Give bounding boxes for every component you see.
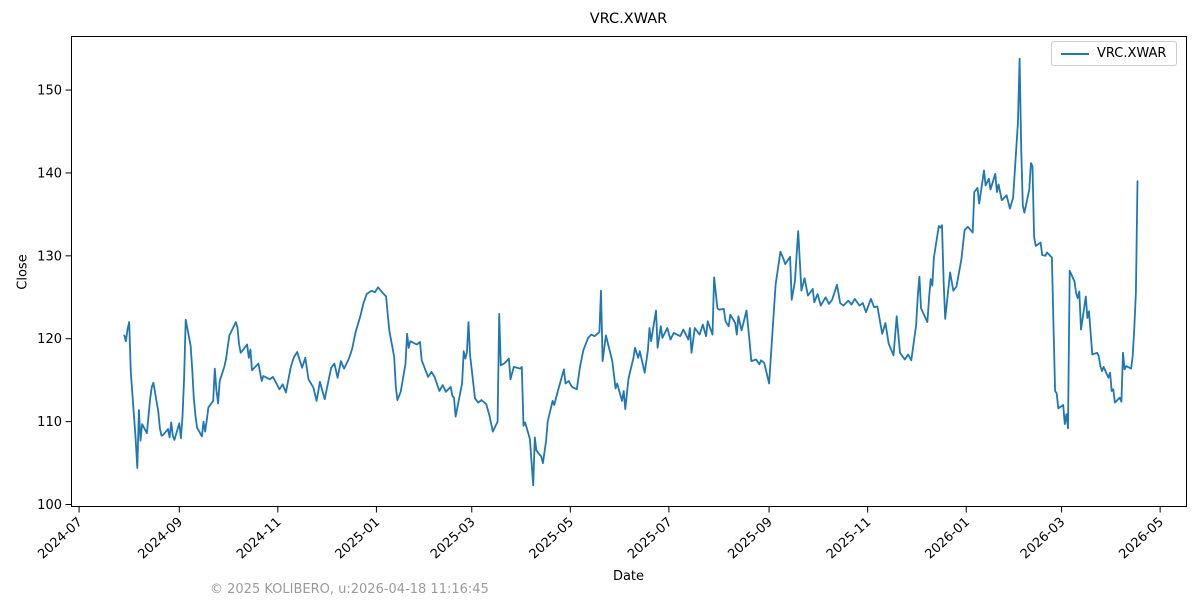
legend: VRC.XWAR <box>1051 41 1178 66</box>
x-tick-label: 2025-03 <box>428 515 478 562</box>
y-axis-label: Close <box>15 254 31 290</box>
legend-line-swatch <box>1061 52 1089 55</box>
y-tick-label: 140 <box>37 166 62 181</box>
x-tick-label: 2024-07 <box>35 515 85 562</box>
plot-area <box>71 36 1187 507</box>
x-tick-label: 2026-01 <box>922 515 972 562</box>
x-axis-label: Date <box>612 569 645 584</box>
y-tick-label: 110 <box>37 415 62 430</box>
y-tick-label: 100 <box>37 498 62 513</box>
footer-watermark: © 2025 KOLIBERO, u:2026-04-18 11:16:45 <box>210 582 489 597</box>
legend-label: VRC.XWAR <box>1097 46 1167 61</box>
x-tick-label: 2025-11 <box>824 515 874 562</box>
y-tick-label: 130 <box>37 249 62 264</box>
x-tick-label: 2026-03 <box>1018 515 1068 562</box>
y-tick-label: 150 <box>37 84 62 99</box>
x-tick-label: 2024-09 <box>136 515 186 562</box>
x-tick-label: 2025-05 <box>527 515 577 562</box>
x-tick-label: 2025-07 <box>625 515 675 562</box>
chart-title: VRC.XWAR <box>589 11 668 27</box>
x-tick-label: 2026-05 <box>1116 515 1166 562</box>
x-tick-label: 2025-09 <box>725 515 775 562</box>
x-tick-label: 2025-01 <box>333 515 383 562</box>
x-tick-label: 2024-11 <box>234 515 284 562</box>
y-tick-label: 120 <box>37 332 62 347</box>
series-line <box>123 57 1139 487</box>
